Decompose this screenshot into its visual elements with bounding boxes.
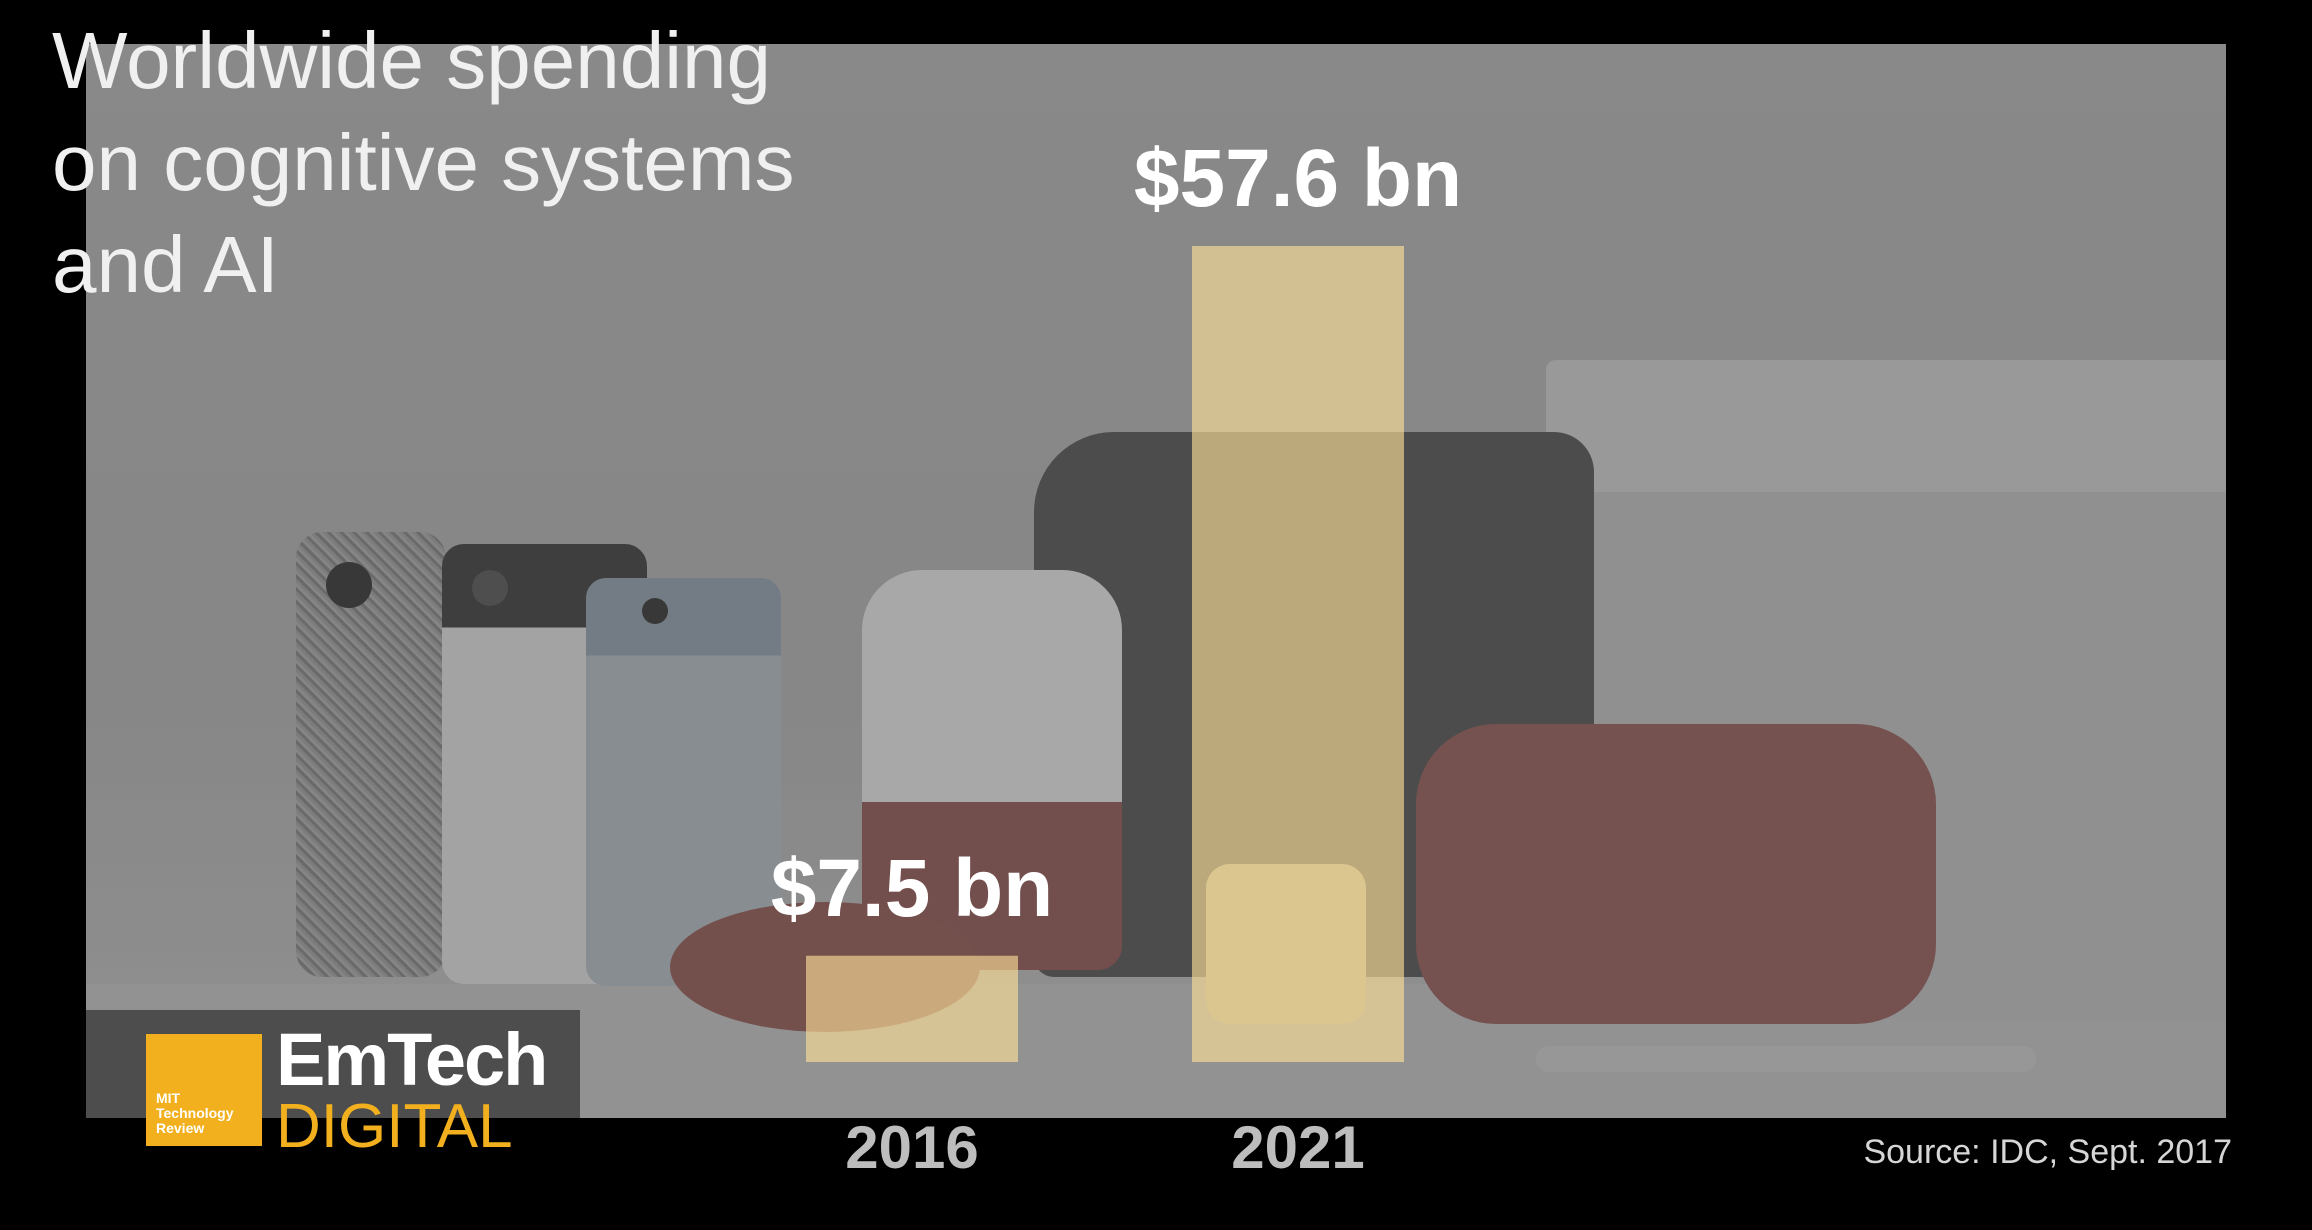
title-line: Worldwide spending bbox=[52, 16, 771, 105]
value-label: $7.5 bn bbox=[771, 843, 1054, 934]
source-note: Source: IDC, Sept. 2017 bbox=[1863, 1133, 2232, 1171]
slide-title: Worldwide spending on cognitive systems … bbox=[52, 10, 952, 316]
bar-2021 bbox=[1192, 246, 1404, 1062]
phone-image bbox=[296, 532, 446, 977]
title-line: and AI bbox=[52, 220, 279, 309]
emtech-logo-text: EmTech bbox=[276, 1018, 548, 1101]
daydream-headset-image bbox=[1416, 724, 1936, 1024]
logo-line: Review bbox=[156, 1120, 205, 1136]
pen-image bbox=[1536, 1046, 2036, 1072]
category-label: 2016 bbox=[845, 1114, 978, 1181]
photo-overlay bbox=[86, 44, 2226, 1118]
bar-2016 bbox=[806, 955, 1018, 1062]
mit-technology-review-logo: MIT Technology Review bbox=[146, 1034, 262, 1146]
logo-line: MIT bbox=[156, 1090, 181, 1106]
digital-logo-text: DIGITAL bbox=[276, 1092, 513, 1161]
home-speaker-image bbox=[862, 570, 1122, 970]
value-label: $57.6 bn bbox=[1134, 133, 1462, 224]
title-line: on cognitive systems bbox=[52, 118, 795, 207]
logo-line: Technology bbox=[156, 1105, 234, 1121]
category-label: 2021 bbox=[1231, 1114, 1364, 1181]
